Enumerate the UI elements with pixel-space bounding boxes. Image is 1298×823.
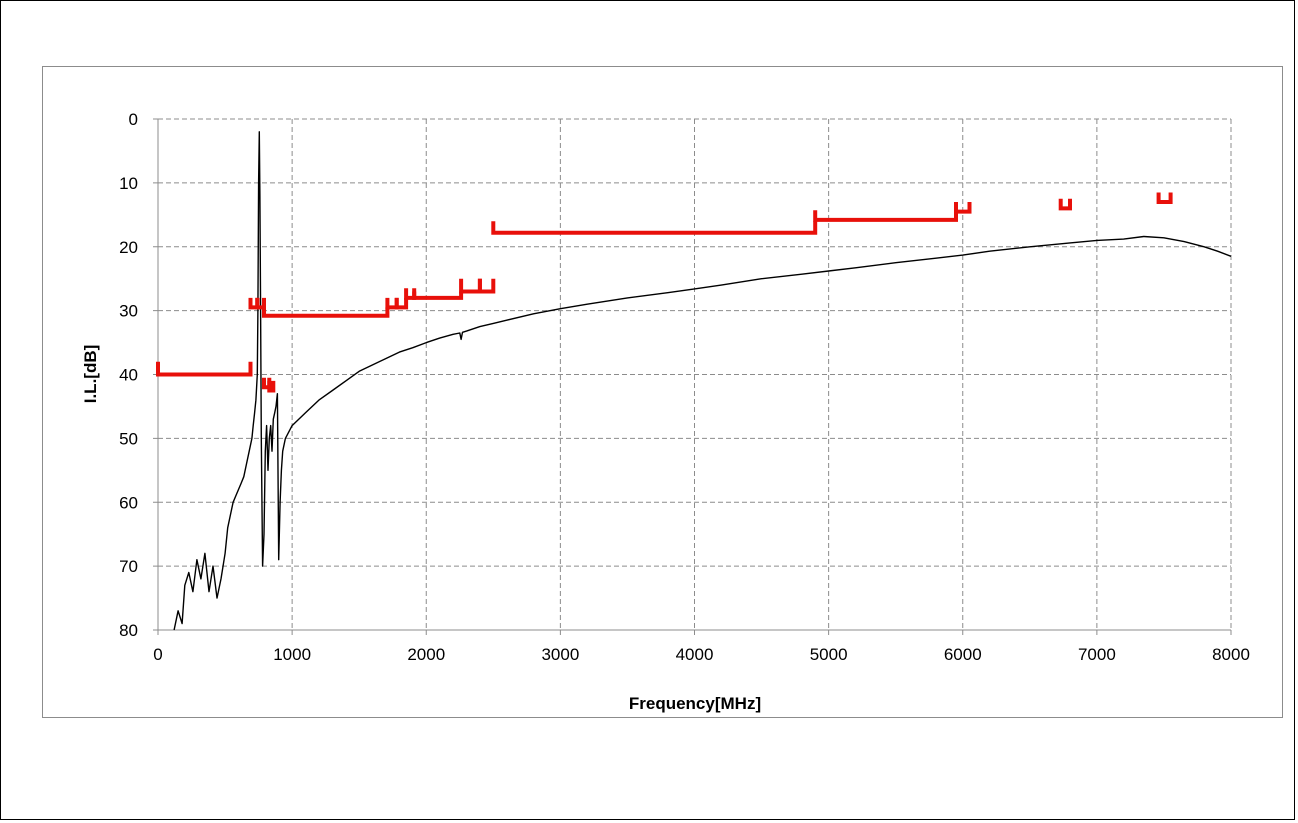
limit-segment [1058,198,1072,211]
x-tick-label: 2000 [407,645,445,664]
chart-area [42,66,1283,718]
x-tick-label: 8000 [1212,645,1250,664]
limit-segment [1156,192,1173,204]
series-group [173,131,1232,631]
x-tick-label: 4000 [676,645,714,664]
limit-segment [255,297,266,310]
series-line [173,131,1232,631]
limit-segment [412,291,464,300]
x-tick-label: 5000 [810,645,848,664]
x-tick-label: 1000 [273,645,311,664]
axes [153,118,1232,635]
x-tick-labels: 0 1000 2000 3000 4000 5000 6000 7000 8000 [153,645,1250,664]
y-tick-label: 0 [129,110,138,129]
y-tick-label: 70 [119,557,138,576]
y-tick-label: 80 [119,621,138,640]
x-tick-label: 7000 [1078,645,1116,664]
limit-segment [477,278,496,294]
limit-segment [262,307,390,318]
limit-segment [954,202,972,214]
x-tick-label: 0 [153,645,162,664]
y-tick-label: 50 [119,429,138,448]
y-tick-label: 60 [119,493,138,512]
y-tick-label: 10 [119,174,138,193]
y-tick-label: 30 [119,302,138,321]
y-axis-title: I.L.[dB] [81,345,100,404]
limit-segment [267,380,276,393]
limit-segment [491,221,818,235]
limit-lines-group [156,192,1173,393]
limit-segment [459,278,482,294]
limit-segment [156,361,253,377]
limit-segment [813,210,958,222]
x-tick-label: 6000 [944,645,982,664]
x-tick-label: 3000 [541,645,579,664]
y-tick-labels: 0 10 20 30 40 50 60 70 80 [119,110,138,640]
grid-lines [158,118,1232,630]
limit-segment [394,297,409,310]
x-axis-title: Frequency[MHz] [629,694,761,713]
y-tick-label: 40 [119,366,138,385]
y-tick-label: 20 [119,238,138,257]
